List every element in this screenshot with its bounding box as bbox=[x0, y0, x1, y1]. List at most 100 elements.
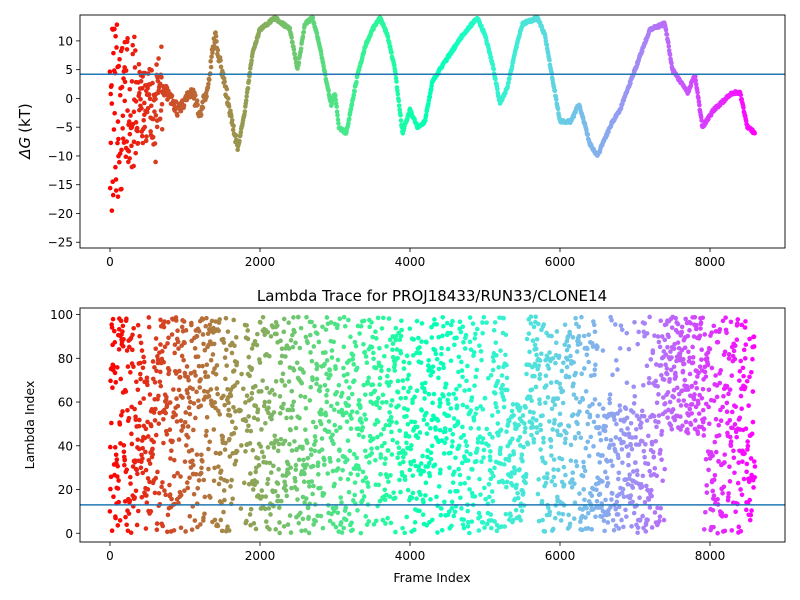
lambda-point bbox=[473, 411, 478, 417]
lambda-point bbox=[615, 367, 620, 372]
lambda-point bbox=[640, 513, 645, 519]
lambda-point bbox=[189, 447, 195, 453]
lambda-point bbox=[152, 490, 158, 496]
lambda-point bbox=[371, 436, 376, 442]
lambda-point bbox=[334, 428, 339, 434]
lambda-point bbox=[160, 523, 166, 529]
lambda-point bbox=[303, 427, 308, 433]
lambda-point bbox=[498, 445, 503, 451]
delta-g-point bbox=[225, 96, 231, 101]
lambda-point bbox=[260, 378, 265, 383]
lambda-point bbox=[657, 514, 663, 519]
lambda-point bbox=[626, 346, 632, 352]
lambda-point bbox=[572, 434, 578, 440]
lambda-point bbox=[611, 527, 617, 533]
lambda-point bbox=[256, 463, 262, 468]
lambda-point bbox=[719, 514, 725, 519]
lambda-point bbox=[521, 444, 526, 450]
lambda-point bbox=[487, 494, 492, 500]
lambda-point bbox=[723, 513, 729, 519]
lambda-point bbox=[733, 509, 738, 515]
lambda-point bbox=[279, 498, 284, 504]
lambda-point bbox=[727, 479, 733, 484]
lambda-point bbox=[309, 319, 314, 325]
lambda-point bbox=[715, 339, 721, 345]
lambda-point bbox=[423, 480, 429, 486]
lambda-point bbox=[375, 315, 381, 321]
lambda-point bbox=[293, 425, 299, 431]
lambda-point bbox=[577, 341, 583, 347]
lambda-point bbox=[460, 424, 465, 430]
lambda-point bbox=[487, 431, 492, 437]
lambda-point bbox=[351, 362, 356, 367]
lambda-point bbox=[751, 459, 757, 464]
lambda-point bbox=[498, 427, 504, 433]
delta-g-point bbox=[514, 44, 519, 50]
lambda-point bbox=[128, 481, 133, 486]
lambda-point bbox=[585, 439, 591, 445]
lambda-point bbox=[319, 411, 324, 417]
lambda-point bbox=[366, 460, 372, 465]
lambda-point bbox=[508, 474, 514, 479]
lambda-point bbox=[543, 400, 548, 406]
lambda-point bbox=[655, 383, 660, 389]
lambda-point bbox=[158, 342, 163, 347]
lambda-point bbox=[339, 500, 344, 505]
lambda-point bbox=[340, 412, 346, 418]
lambda-point bbox=[215, 391, 221, 397]
delta-g-point bbox=[139, 106, 144, 111]
lambda-point bbox=[747, 374, 752, 380]
lambda-point bbox=[238, 408, 243, 413]
lambda-point bbox=[476, 528, 482, 533]
lambda-point bbox=[447, 465, 452, 470]
lambda-point bbox=[234, 448, 240, 454]
delta-g-point bbox=[693, 74, 698, 79]
lambda-point bbox=[745, 439, 750, 444]
lambda-point bbox=[369, 320, 374, 325]
delta-g-point bbox=[293, 56, 299, 62]
lambda-point bbox=[171, 457, 177, 463]
lambda-point bbox=[286, 346, 292, 351]
lambda-point bbox=[712, 473, 718, 478]
delta-g-point bbox=[139, 133, 145, 139]
lambda-point bbox=[307, 398, 313, 403]
lambda-point bbox=[324, 315, 330, 320]
lambda-point bbox=[441, 323, 446, 329]
lambda-point bbox=[231, 405, 236, 410]
lambda-point bbox=[452, 509, 458, 515]
lambda-point bbox=[346, 403, 352, 408]
lambda-point bbox=[387, 337, 393, 343]
lambda-point bbox=[531, 324, 537, 330]
lambda-point bbox=[167, 427, 173, 433]
lambda-chart-title: Lambda Trace for PROJ18433/RUN33/CLONE14 bbox=[257, 287, 607, 305]
x-tick-label: 0 bbox=[106, 255, 114, 269]
lambda-point bbox=[316, 472, 321, 477]
lambda-point bbox=[232, 383, 238, 388]
delta-g-point bbox=[490, 62, 496, 67]
lambda-point bbox=[132, 458, 138, 463]
lambda-point bbox=[484, 426, 490, 432]
delta-g-point bbox=[108, 140, 114, 146]
lambda-point bbox=[696, 370, 701, 376]
delta-g-point bbox=[334, 104, 339, 109]
delta-g-point bbox=[127, 156, 132, 161]
lambda-point bbox=[583, 389, 589, 394]
lambda-point bbox=[504, 375, 510, 381]
delta-g-point bbox=[208, 64, 214, 70]
lambda-point bbox=[272, 392, 277, 397]
lambda-point bbox=[659, 372, 664, 378]
lambda-point bbox=[575, 421, 580, 427]
lambda-point bbox=[404, 440, 409, 446]
lambda-point bbox=[118, 376, 124, 382]
lambda-point bbox=[523, 405, 528, 410]
lambda-point bbox=[720, 490, 725, 496]
lambda-point bbox=[646, 380, 652, 386]
lambda-point bbox=[726, 352, 732, 357]
lambda-point bbox=[408, 446, 414, 452]
delta-g-point bbox=[290, 39, 295, 45]
lambda-point bbox=[447, 489, 453, 494]
lambda-point bbox=[346, 317, 351, 323]
lambda-point bbox=[461, 525, 467, 531]
lambda-point bbox=[318, 421, 324, 427]
lambda-point bbox=[171, 473, 177, 479]
